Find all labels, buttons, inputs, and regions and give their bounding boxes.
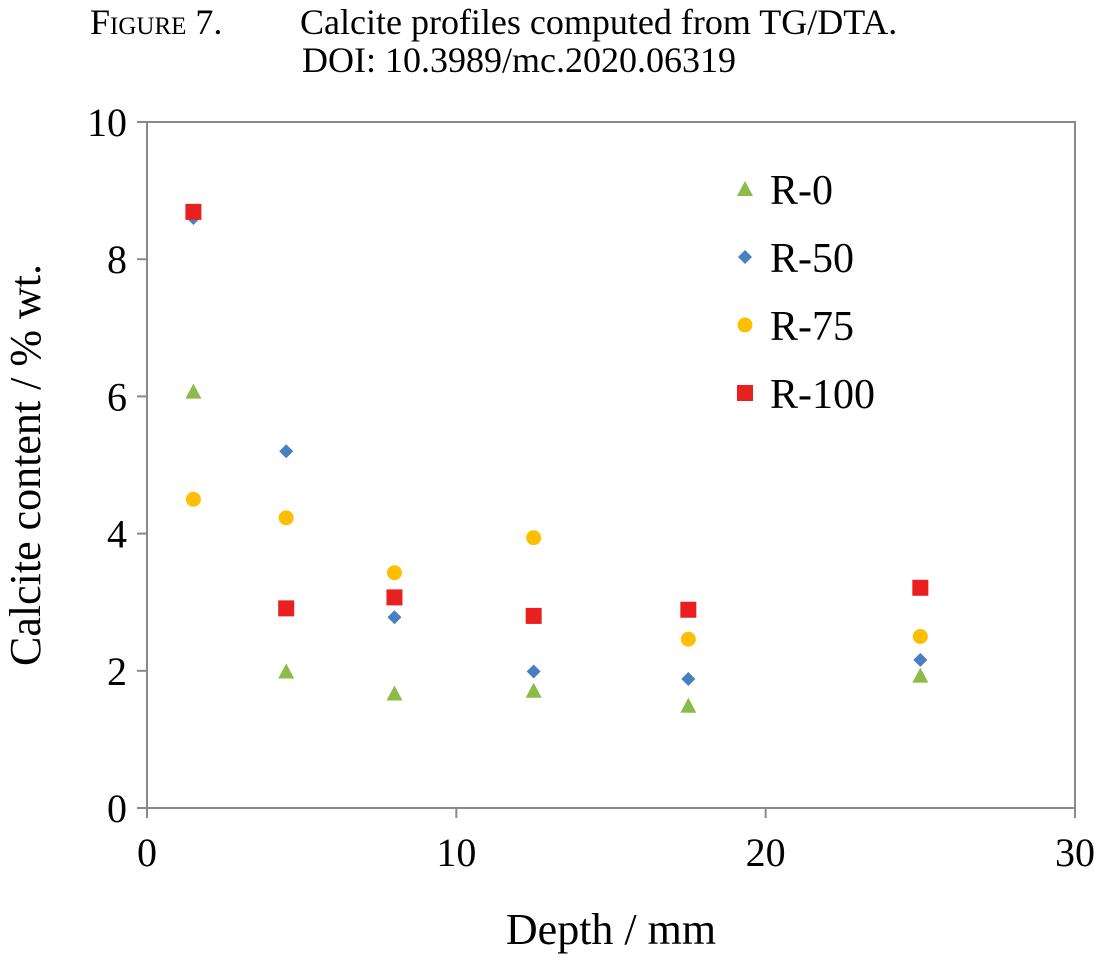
data-point-r-100: [278, 600, 295, 617]
legend-item-r-75: R-75: [737, 304, 854, 350]
data-point-r-75: [680, 631, 696, 647]
legend-label-r-50: R-50: [770, 236, 854, 282]
legend-label-r-0: R-0: [770, 168, 833, 214]
series-r-50: [186, 211, 928, 687]
data-point-r-75: [185, 491, 201, 507]
data-point-r-0: [185, 383, 202, 399]
figure-prefix: Figure: [90, 2, 186, 42]
legend-item-r-50: R-50: [738, 236, 854, 282]
figure-title: Calcite profiles computed from TG/DTA.: [300, 2, 897, 42]
axes: 0 2 4 6 8 10 0 10 20 30: [87, 100, 1095, 875]
y-axis-title: Calcite content / % wt.: [1, 264, 50, 666]
data-point-r-75: [386, 565, 402, 581]
data-point-r-50: [279, 444, 294, 459]
data-markers: [185, 203, 929, 713]
data-point-r-50: [526, 664, 541, 679]
y-tick-label: 0: [107, 786, 127, 831]
data-point-r-100: [525, 607, 542, 624]
data-point-r-100: [185, 203, 202, 220]
data-point-r-50: [681, 672, 696, 687]
data-point-r-0: [278, 663, 295, 679]
legend-marker-r-50: [738, 250, 752, 264]
x-axis-title: Depth / mm: [506, 905, 716, 954]
legend-marker-r-75: [737, 317, 753, 333]
x-tick-label: 10: [436, 830, 476, 875]
data-point-r-75: [278, 510, 294, 526]
y-tick-label: 10: [87, 100, 127, 145]
data-point-r-75: [526, 530, 542, 546]
x-tick-label: 20: [746, 830, 786, 875]
series-r-0: [185, 383, 929, 713]
y-tick-label: 6: [107, 374, 127, 419]
data-point-r-0: [525, 682, 542, 698]
y-tick-label: 8: [107, 237, 127, 282]
data-point-r-0: [912, 667, 929, 683]
legend-label-r-75: R-75: [770, 304, 854, 350]
data-point-r-75: [912, 629, 928, 644]
data-point-r-50: [387, 610, 402, 625]
y-tick-label: 4: [107, 512, 127, 557]
legend-item-r-100: R-100: [737, 372, 875, 418]
figure-doi: DOI: 10.3989/mc.2020.06319: [302, 40, 736, 80]
legend-item-r-0: R-0: [737, 168, 833, 214]
series-r-100: [185, 203, 929, 624]
data-point-r-100: [680, 601, 697, 618]
x-tick-label: 30: [1055, 830, 1095, 875]
legend-marker-r-0: [737, 181, 753, 196]
data-point-r-100: [912, 579, 929, 596]
legend: R-0 R-50 R-75 R-100: [737, 168, 875, 418]
figure-number: 7.: [186, 2, 222, 42]
y-tick-label: 2: [107, 649, 127, 694]
data-point-r-0: [680, 697, 697, 713]
figure-caption-line1: Figure 7. Calcite profiles computed from …: [90, 2, 897, 42]
series-r-75: [185, 491, 928, 647]
data-point-r-50: [913, 652, 928, 667]
data-point-r-100: [386, 589, 403, 606]
data-point-r-0: [386, 685, 403, 701]
x-tick-label: 0: [137, 830, 157, 875]
legend-marker-r-100: [737, 385, 753, 401]
plot-area-frame: [146, 121, 1076, 809]
legend-label-r-100: R-100: [770, 372, 875, 418]
